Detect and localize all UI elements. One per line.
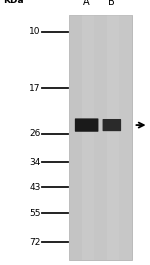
FancyBboxPatch shape	[75, 118, 98, 132]
Bar	[94, 15, 107, 260]
Text: 10: 10	[29, 27, 40, 36]
Text: 43: 43	[29, 183, 40, 192]
Text: 26: 26	[29, 129, 40, 138]
FancyBboxPatch shape	[103, 119, 121, 131]
Bar	[119, 15, 132, 260]
Text: 72: 72	[29, 237, 40, 246]
Bar	[69, 15, 132, 260]
Bar	[69, 15, 82, 260]
Text: 17: 17	[29, 84, 40, 93]
Text: 55: 55	[29, 209, 40, 218]
Text: A: A	[83, 0, 90, 7]
Bar	[107, 15, 119, 260]
Text: B: B	[108, 0, 115, 7]
Text: 34: 34	[29, 158, 40, 167]
Bar	[82, 15, 94, 260]
Text: KDa: KDa	[3, 0, 24, 5]
